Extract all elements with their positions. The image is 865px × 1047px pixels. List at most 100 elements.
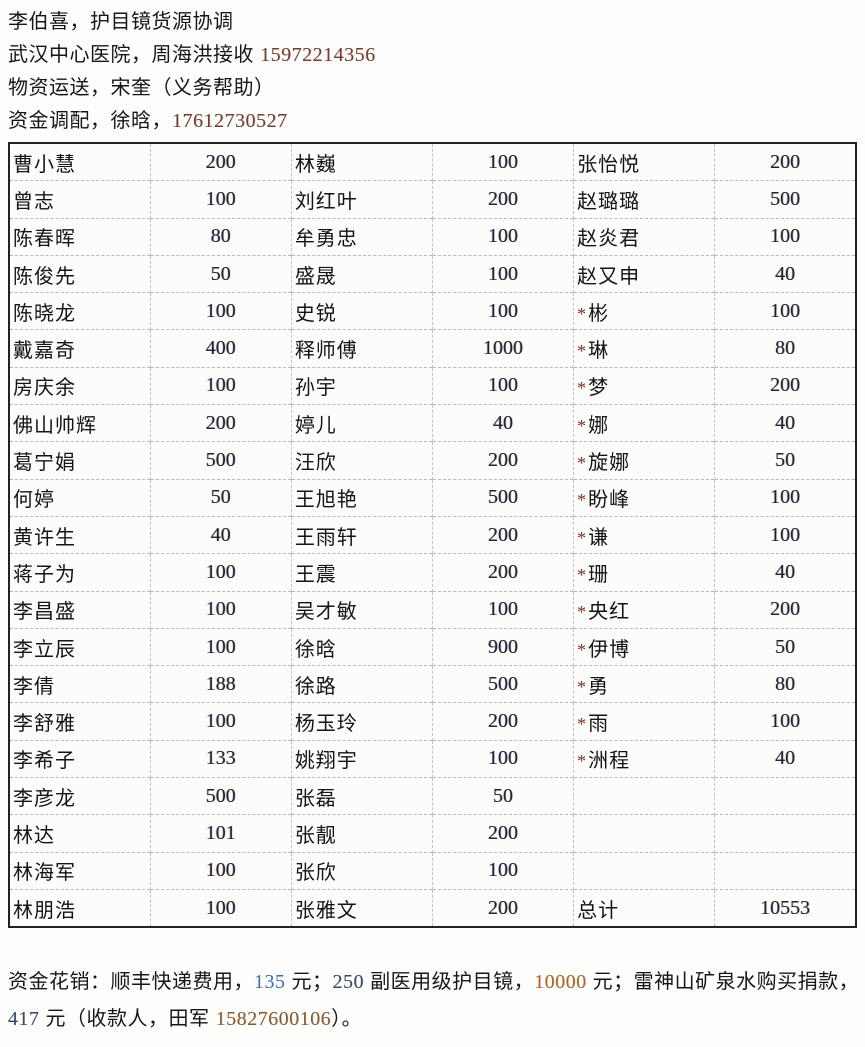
donor-name-cell: *彬 [573,292,715,330]
donor-name-cell: 徐晗 [290,627,433,666]
donor-amount-cell: 50 [714,627,856,666]
donor-name-cell: 牟勇忠 [290,217,433,256]
donor-name-cell: 史锐 [290,292,433,330]
donor-amount-cell: 50 [149,254,292,293]
donor-amount-cell: 100 [714,292,856,330]
donor-amount-cell: 100 [431,217,574,256]
table-row: 李舒雅 100 杨玉玲 200 *雨 100 [9,702,856,741]
table-row: 黄许生 40 王雨轩 200 *谦 100 [9,515,856,554]
expense-note-text: 元（收款人，田军 [39,1008,216,1031]
anonymous-star-mark: * [577,602,588,623]
donor-name-cell: *伊博 [573,627,715,666]
donor-name-cell: *谦 [573,515,715,554]
table-row: 林朋浩 100 张雅文 200 总计 10553 [9,888,856,928]
donor-amount-cell: 100 [714,217,856,256]
donor-amount-cell: 500 [149,777,292,815]
donor-amount-cell: 80 [149,217,292,256]
donor-amount-cell: 200 [149,143,292,181]
donor-amount-cell: 100 [431,366,574,405]
donor-amount-cell: 100 [431,739,574,778]
expense-note-number: 15827600106 [215,1008,332,1031]
total-label-cell: 总计 [573,888,715,928]
donor-name-cell [573,814,715,853]
donor-amount-cell: 100 [149,292,292,330]
anonymous-star-mark: * [577,341,588,362]
anonymous-star-mark: * [577,453,588,474]
donor-name-cell: 吴才敏 [290,590,433,629]
donor-amount-cell: 100 [714,478,856,517]
donor-amount-cell: 50 [714,441,856,480]
total-amount-cell: 10553 [714,888,856,928]
donor-amount-cell: 100 [149,851,292,890]
table-row: 戴嘉奇 400 释师傅 1000 *琳 80 [9,329,856,368]
donor-amount-cell: 200 [714,143,856,181]
donor-name-cell: 李舒雅 [9,702,151,741]
header-line-3-text: 物资运送，宋奎（义务帮助） [8,77,275,99]
donor-name-cell: 林朋浩 [9,888,151,928]
donor-name-cell: 李彦龙 [9,777,151,815]
anonymous-star-mark: * [577,676,588,697]
expense-note-number: 250 [332,971,365,994]
table-row: 李昌盛 100 吴才敏 100 *央红 200 [9,590,856,629]
donor-name-cell: 李立辰 [9,627,151,666]
donor-amount-cell: 50 [431,777,574,815]
donor-name-cell: 林达 [9,814,151,853]
donor-amount-cell: 500 [431,478,574,517]
donor-amount-cell: 200 [431,515,574,554]
donor-name-cell: 曾志 [9,180,151,219]
donor-amount-cell: 80 [714,329,856,368]
donor-amount-cell: 188 [149,665,292,703]
donor-name-cell: 汪欣 [290,441,433,480]
donor-amount-cell [714,814,856,853]
donor-name-cell [573,777,715,815]
donor-amount-cell: 200 [431,180,574,219]
table-row: 李希子 133 姚翔宇 100 *洲程 40 [9,739,856,778]
donor-name-cell: 释师傅 [290,329,433,368]
donor-name-cell: 张怡悦 [573,143,715,181]
donor-amount-cell: 500 [431,665,574,703]
donor-amount-cell [714,777,856,815]
donor-name-cell: 李倩 [9,665,151,703]
donor-amount-cell: 200 [431,814,574,853]
donor-name-cell [573,851,715,890]
donor-name-cell: *雨 [573,702,715,741]
donor-name-cell: 赵璐璐 [573,180,715,219]
donor-amount-cell: 100 [431,590,574,629]
donor-name-cell: 林海军 [9,851,151,890]
donor-amount-cell: 100 [149,627,292,666]
donor-amount-cell: 1000 [431,329,574,368]
donor-name-cell: 张靓 [290,814,433,853]
table-row: 林达 101 张靓 200 [9,814,856,853]
donation-table: 曹小慧 200 林巍 100 张怡悦 200 曾志 100 刘红叶 200 赵璐璐 500 陈春晖 80 牟… [8,142,857,929]
donor-name-cell: *盼峰 [573,478,715,517]
donor-name-cell: 房庆余 [9,366,151,405]
donor-name-cell: *旋娜 [573,441,715,480]
donor-name-cell: 盛晟 [290,254,433,293]
donor-amount-cell: 200 [431,888,574,928]
donor-amount-cell: 100 [149,702,292,741]
donor-amount-cell: 100 [149,888,292,928]
expense-note-number: 10000 [534,971,587,994]
header-line-2-text: 武汉中心医院，周海洪接收 [8,44,261,66]
table-row: 陈春晖 80 牟勇忠 100 赵炎君 100 [9,217,856,256]
donor-amount-cell: 200 [431,441,574,480]
donor-name-cell: *娜 [573,404,715,442]
expense-note: 资金花销：顺丰快递费用，135 元；250 副医用级护目镜，10000 元；雷神… [8,964,864,1038]
donor-name-cell: 婷儿 [290,404,433,442]
expense-note-text: 元；雷神山矿泉水购买捐款， [586,971,860,994]
donation-table-body: 曹小慧 200 林巍 100 张怡悦 200 曾志 100 刘红叶 200 赵璐璐 500 陈春晖 80 牟… [9,143,856,928]
header-line-2: 武汉中心医院，周海洪接收 15972214356 [8,39,857,72]
donor-amount-cell: 40 [714,553,856,592]
table-row: 蒋子为 100 王震 200 *珊 40 [9,553,856,592]
donor-name-cell: 杨玉玲 [290,702,433,741]
header-notes: 李伯喜，护目镜货源协调 武汉中心医院，周海洪接收 15972214356 物资运送，… [8,6,857,138]
expense-note-text: 元； [285,971,333,994]
table-row: 李倩 188 徐路 500 *勇 80 [9,665,856,703]
donor-name-cell: 蒋子为 [9,553,151,592]
donor-name-cell: *梦 [573,366,715,405]
table-row: 佛山帅辉 200 婷儿 40 *娜 40 [9,404,856,442]
donor-name-cell: *琳 [573,329,715,368]
expense-note-text: 副医用级护目镜， [364,971,535,994]
donor-amount-cell: 40 [714,254,856,293]
